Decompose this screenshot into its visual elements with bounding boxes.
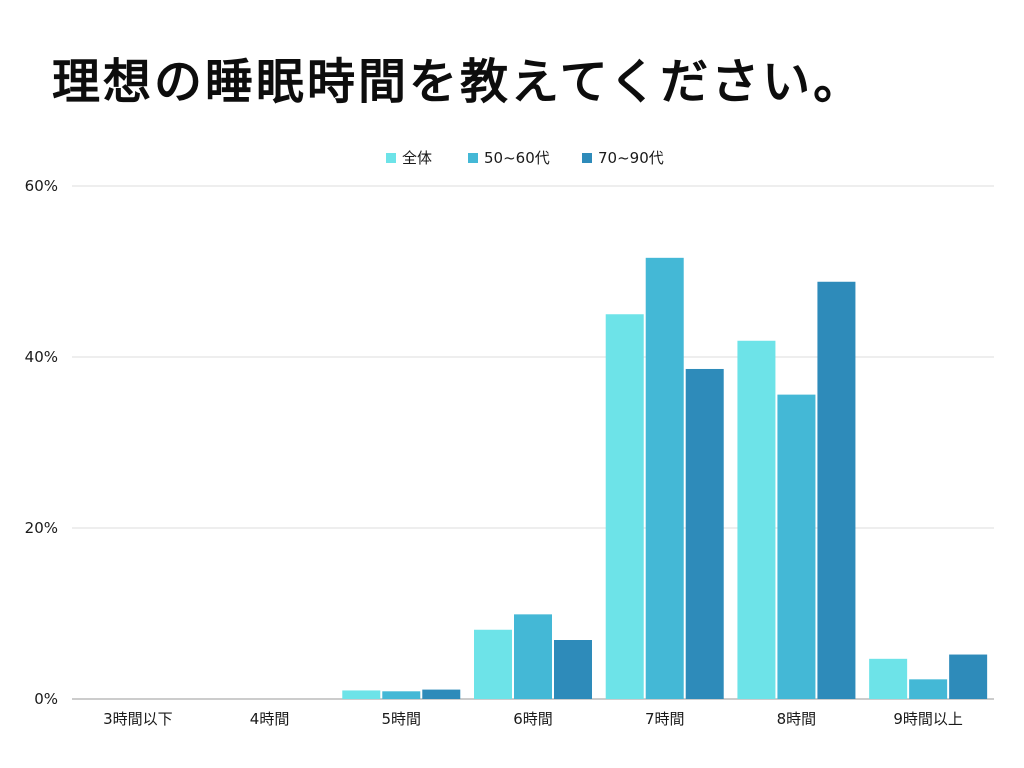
bar-50~60代-7時間 (645, 257, 684, 699)
bar-全体-9時間以上 (869, 658, 908, 699)
y-tick-label: 0% (34, 690, 58, 708)
x-tick-label: 3時間以下 (103, 710, 173, 728)
legend: 全体 50~60代 70~90代 (386, 149, 664, 167)
bars (342, 257, 988, 699)
x-tick-label: 6時間 (513, 710, 553, 728)
bar-70~90代-6時間 (554, 640, 592, 699)
bar-全体-5時間 (342, 690, 381, 699)
x-tick-label: 4時間 (250, 710, 290, 728)
bar-50~60代-5時間 (382, 691, 421, 699)
bar-全体-8時間 (737, 340, 776, 699)
x-axis-tick-labels: 3時間以下 4時間 5時間 6時間 7時間 8時間 9時間以上 (103, 710, 963, 728)
legend-swatch (386, 153, 396, 163)
x-tick-label: 5時間 (382, 710, 422, 728)
bar-全体-6時間 (474, 629, 512, 699)
y-tick-label: 20% (25, 519, 58, 537)
y-axis-tick-labels: 0% 20% 40% 60% (25, 177, 58, 708)
bar-50~60代-9時間以上 (909, 679, 948, 699)
legend-swatch (468, 153, 478, 163)
bar-全体-7時間 (605, 314, 644, 699)
legend-swatch (582, 153, 592, 163)
bar-70~90代-7時間 (685, 368, 724, 699)
y-tick-label: 60% (25, 177, 58, 195)
bar-50~60代-8時間 (777, 394, 816, 699)
x-tick-label: 7時間 (645, 710, 685, 728)
bar-70~90代-5時間 (422, 689, 461, 699)
bar-70~90代-8時間 (817, 281, 856, 699)
bar-70~90代-9時間以上 (949, 654, 988, 699)
y-tick-label: 40% (25, 348, 58, 366)
legend-label: 50~60代 (484, 149, 550, 167)
legend-label: 70~90代 (598, 149, 664, 167)
x-tick-label: 8時間 (777, 710, 817, 728)
legend-label: 全体 (402, 149, 432, 167)
bar-50~60代-6時間 (514, 614, 552, 699)
x-tick-label: 9時間以上 (893, 710, 963, 728)
chart-title: 理想の睡眠時間を教えてください。 (52, 54, 865, 110)
